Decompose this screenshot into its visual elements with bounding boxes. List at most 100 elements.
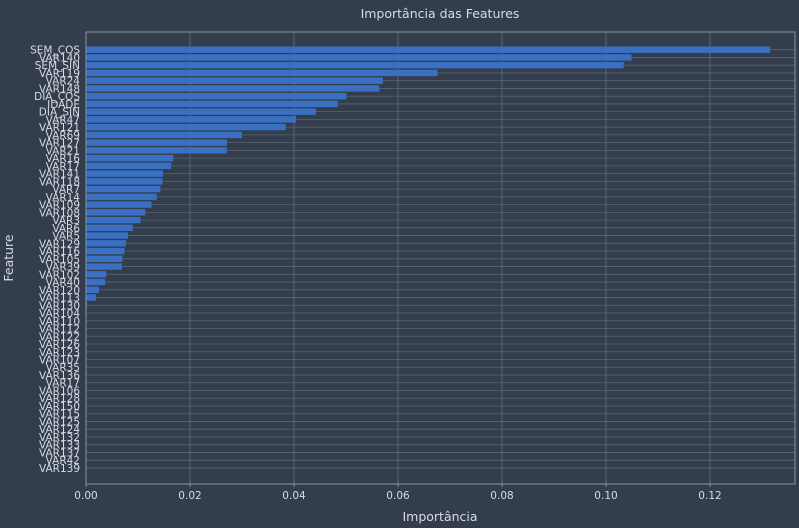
y-tick-label: VAR139 — [39, 463, 80, 475]
bar-var3 — [86, 216, 141, 224]
x-tick-label: 0.10 — [594, 490, 617, 502]
bar-var102 — [86, 271, 107, 278]
y-tick-label: VAR115 — [39, 409, 80, 421]
y-tick-label: VAR109 — [39, 200, 80, 212]
y-tick-label: VAR126 — [39, 339, 80, 351]
bar-var116 — [86, 247, 125, 255]
bar-dia-sin — [86, 108, 316, 115]
x-tick-label: 0.04 — [282, 490, 306, 502]
y-tick-label: VAR136 — [39, 370, 80, 382]
bar-var21 — [86, 147, 227, 154]
bar-var118 — [86, 178, 163, 185]
bar-var47 — [86, 116, 297, 123]
bar-var39 — [86, 263, 122, 270]
chart-title: Importância das Features — [361, 6, 520, 21]
y-tick-label: VAR141 — [39, 169, 80, 181]
bar-var69 — [86, 131, 242, 139]
y-tick-label: VAR137 — [39, 447, 80, 459]
y-tick-label: SEM_SIN — [35, 60, 80, 72]
bar-var16 — [86, 154, 174, 162]
y-tick-label: VAR127 — [39, 138, 80, 150]
y-tick-label: VAR14 — [46, 192, 81, 204]
bar-var108 — [86, 209, 146, 216]
y-tick-label: VAR122 — [39, 331, 80, 343]
bar-var127 — [86, 139, 227, 146]
y-tick-label: DIA_COS — [34, 91, 80, 103]
y-tick-label: VAR140 — [39, 52, 80, 64]
bar-var141 — [86, 170, 163, 177]
bar-idade — [86, 100, 338, 108]
bar-var109 — [86, 201, 152, 208]
x-tick-label: 0.00 — [74, 490, 97, 502]
y-tick-label: VAR133 — [39, 440, 80, 452]
y-tick-label: VAR108 — [39, 207, 80, 219]
bar-sem-cos — [86, 46, 771, 53]
y-tick-label: VAR118 — [39, 176, 80, 188]
bar-var5 — [86, 232, 129, 239]
plot-frame — [85, 31, 796, 485]
y-tick-label: VAR105 — [39, 254, 80, 266]
y-tick-label: VAR42 — [46, 455, 80, 467]
y-axis-label: Feature — [1, 234, 16, 282]
bar-var121 — [86, 123, 286, 131]
y-tick-label: VAR129 — [39, 238, 80, 250]
x-tick-label: 0.06 — [386, 490, 410, 502]
y-tick-label: VAR69 — [46, 130, 80, 142]
bar-var14 — [86, 193, 157, 201]
bar-var148 — [86, 85, 380, 92]
bar-var113 — [86, 294, 96, 301]
y-tick-label: VAR102 — [39, 269, 80, 281]
y-tick-label: VAR3 — [52, 215, 80, 227]
y-tick-labels: SEM_COSVAR140SEM_SINVAR119VAR24VAR148DIA… — [30, 45, 80, 475]
x-ticks: 0.00 0.02 0.04 0.06 0.08 0.10 0.12 — [74, 484, 722, 502]
y-tick-label: VAR17 — [46, 161, 80, 173]
y-tick-label: IDADE — [47, 99, 80, 111]
y-tick-label: VAR119 — [39, 68, 80, 80]
bar-var120 — [86, 286, 99, 293]
bar-var24 — [86, 77, 383, 84]
y-tick-label: VAR125 — [39, 416, 80, 428]
y-tick-label: VAR128 — [39, 393, 80, 405]
bar-var140 — [86, 54, 632, 61]
y-tick-label: VAR130 — [39, 300, 80, 312]
y-tick-label: VAR121 — [39, 122, 80, 134]
bar-var7 — [86, 185, 161, 193]
bar-var105 — [86, 255, 123, 263]
bar-sem-sin — [86, 61, 624, 69]
bar-var40 — [86, 278, 106, 286]
y-tick-label: VAR24 — [46, 76, 81, 88]
y-tick-label: VAR40 — [46, 277, 80, 289]
y-tick-label: VAR116 — [39, 246, 80, 258]
bar-var17 — [86, 162, 172, 170]
bar-var119 — [86, 69, 438, 77]
bar-var130 — [86, 302, 88, 309]
bar-var6 — [86, 224, 133, 232]
y-tick-label: VAR17 — [46, 378, 80, 390]
y-tick-label: VAR47 — [46, 114, 80, 126]
x-tick-label: 0.08 — [490, 490, 513, 502]
bar-dia-cos — [86, 92, 347, 100]
x-tick-label: 0.12 — [698, 490, 721, 502]
y-tick-label: SEM_COS — [30, 45, 80, 57]
x-axis-label: Importância — [402, 509, 477, 524]
y-tick-label: VAR35 — [46, 362, 80, 374]
y-tick-label: VAR5 — [52, 231, 80, 243]
y-tick-label: VAR112 — [39, 324, 80, 336]
y-tick-label: VAR120 — [39, 285, 80, 297]
y-tick-label: VAR110 — [39, 316, 80, 328]
bars-group — [86, 46, 771, 309]
y-tick-label: VAR16 — [46, 153, 81, 165]
y-tick-label: VAR21 — [46, 145, 80, 157]
bar-var129 — [86, 240, 127, 247]
y-tick-label: VAR7 — [52, 184, 80, 196]
y-tick-label: VAR106 — [39, 385, 80, 397]
y-tick-label: VAR104 — [39, 308, 80, 320]
y-tick-label: VAR39 — [46, 262, 80, 274]
y-tick-label: VAR132 — [39, 432, 80, 444]
y-tick-label: DIA_SIN — [39, 107, 80, 119]
y-tick-label: VAR113 — [39, 293, 80, 305]
x-tick-label: 0.02 — [178, 490, 201, 502]
y-tick-label: VAR6 — [52, 223, 80, 235]
y-tick-label: VAR150 — [39, 401, 80, 413]
